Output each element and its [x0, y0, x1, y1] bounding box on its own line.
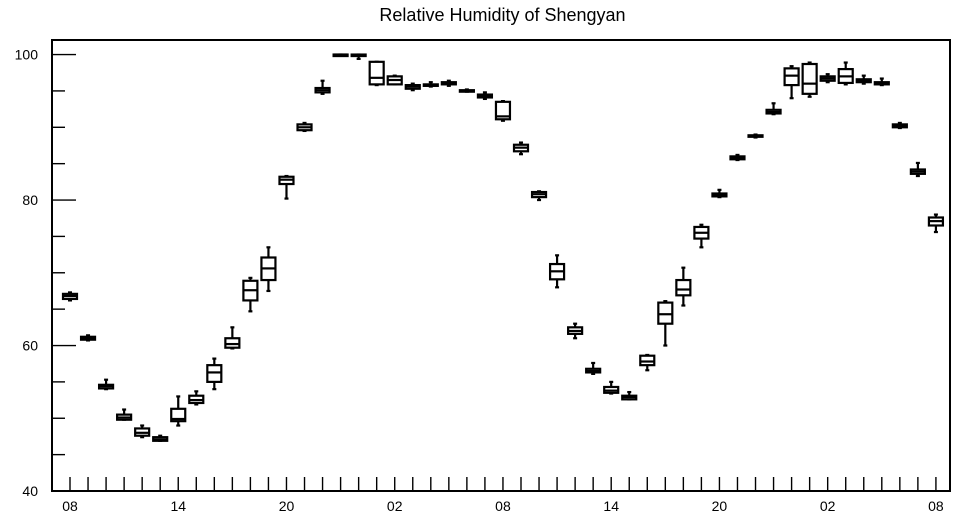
box-4	[134, 424, 151, 439]
box-15	[332, 53, 349, 58]
box-0	[61, 291, 79, 302]
box-32	[639, 353, 656, 372]
box-28	[567, 322, 584, 340]
x-tick-label: 08	[495, 498, 511, 514]
x-tick-label: 20	[712, 498, 728, 514]
box-29	[585, 361, 602, 375]
x-tick-label: 02	[387, 498, 403, 514]
box-6	[170, 395, 187, 427]
box-20	[422, 81, 439, 88]
box-5	[152, 434, 169, 442]
x-tick-label: 14	[170, 498, 186, 514]
box-7	[188, 390, 205, 406]
box-25	[512, 141, 530, 156]
box-26	[530, 190, 548, 202]
box-iqr	[801, 62, 818, 95]
box-iqr	[494, 100, 512, 121]
box-44	[855, 74, 872, 85]
box-42	[819, 73, 836, 84]
box-12	[278, 174, 295, 200]
box-2	[97, 378, 115, 391]
box-45	[873, 77, 890, 87]
box-36	[711, 188, 728, 199]
box-48	[927, 213, 945, 234]
box-40	[783, 65, 800, 100]
box-43	[837, 61, 854, 86]
box-10	[242, 276, 259, 313]
box-11	[260, 246, 277, 293]
box-21	[440, 79, 457, 87]
x-tick-label: 14	[603, 498, 619, 514]
box-34	[675, 266, 692, 307]
box-27	[548, 254, 566, 289]
y-tick-label: 80	[22, 192, 38, 208]
chart-title: Relative Humidity of Shengyan	[379, 5, 626, 25]
box-39	[765, 102, 782, 116]
x-axis: 08 14 20 02 08 14 20 02 08	[62, 477, 944, 514]
box-38	[747, 133, 764, 139]
box-22	[458, 88, 475, 93]
box-37	[729, 153, 746, 162]
box-16	[350, 53, 367, 61]
box-8	[206, 357, 223, 391]
box-24	[494, 100, 512, 122]
y-tick-label: 60	[22, 338, 38, 354]
plot-area-frame	[51, 39, 951, 492]
box-31	[621, 390, 638, 401]
box-9	[224, 326, 241, 350]
box-series	[61, 53, 945, 442]
box-iqr	[675, 278, 692, 297]
box-46	[891, 121, 908, 130]
box-13	[296, 121, 313, 133]
box-18	[386, 74, 403, 86]
box-41	[801, 61, 818, 98]
box-19	[404, 82, 421, 92]
box-30	[603, 380, 620, 395]
y-tick-label: 40	[22, 483, 38, 499]
y-axis: 40 60 80 100	[15, 47, 76, 499]
box-47	[909, 161, 926, 178]
box-23	[476, 91, 494, 101]
x-tick-label: 20	[279, 498, 295, 514]
box-3	[116, 408, 133, 421]
x-tick-label: 08	[928, 498, 944, 514]
box-35	[693, 223, 710, 249]
box-iqr	[368, 60, 385, 86]
x-tick-label: 08	[62, 498, 78, 514]
y-tick-label: 100	[15, 47, 39, 63]
box-1	[79, 334, 97, 342]
box-33	[657, 300, 674, 347]
box-14	[314, 79, 331, 95]
box-17	[368, 60, 385, 87]
x-tick-label: 02	[820, 498, 836, 514]
